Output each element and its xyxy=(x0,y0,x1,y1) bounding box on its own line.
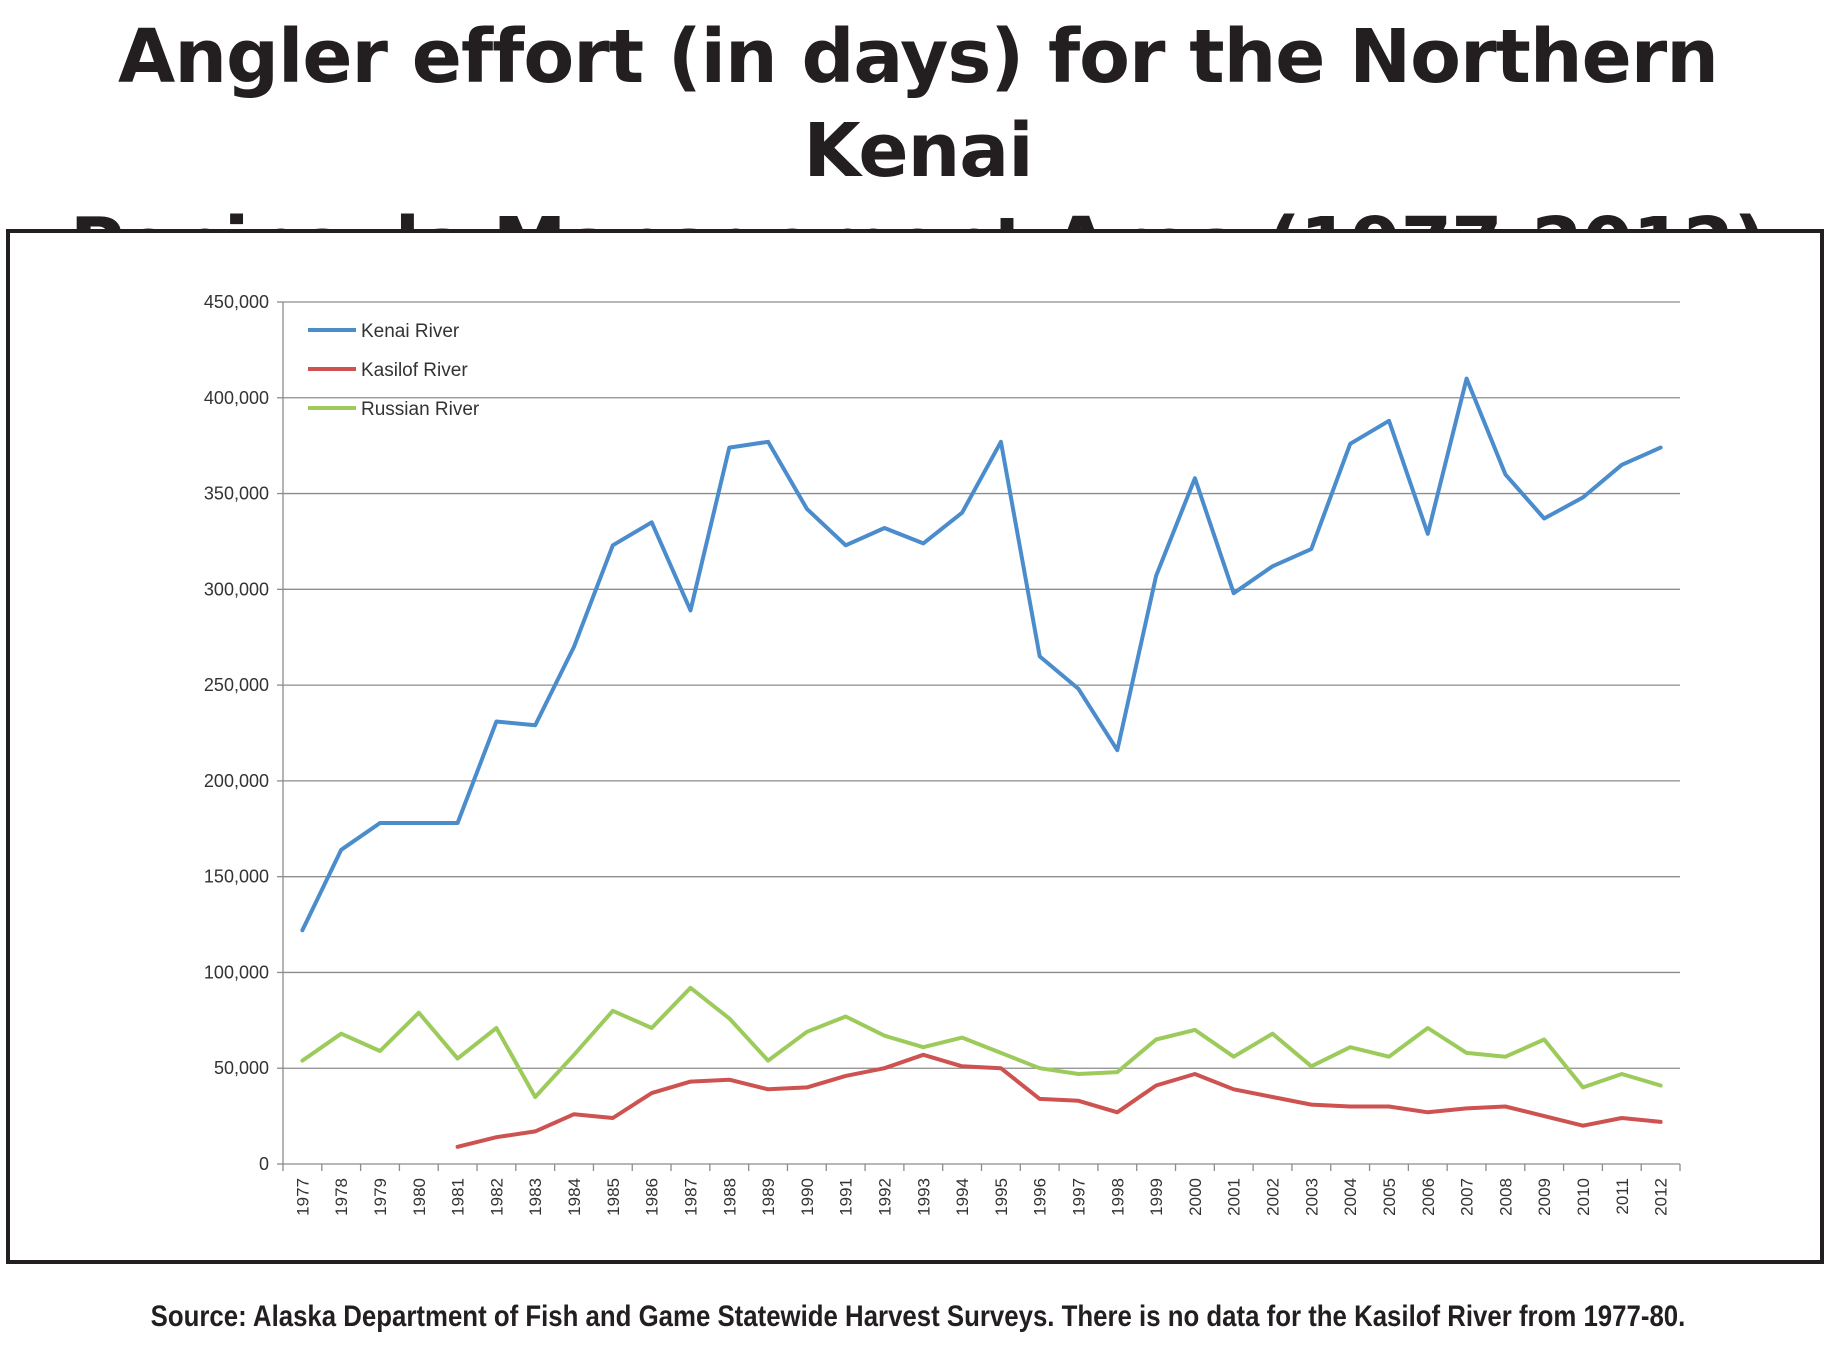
x-tick-label: 2005 xyxy=(1380,1178,1399,1216)
x-tick-label: 1991 xyxy=(837,1178,856,1216)
y-tick-label: 300,000 xyxy=(204,579,269,599)
x-tick-label: 1992 xyxy=(875,1178,894,1216)
x-tick-label: 1997 xyxy=(1070,1178,1089,1216)
series-line-kenai-river xyxy=(300,376,1663,933)
x-tick-label: 1979 xyxy=(371,1178,390,1216)
x-tick-label: 1987 xyxy=(681,1178,700,1216)
line-chart: 0 50,000 100,000 150,000 200,000 250,000 300,0… xyxy=(204,292,1681,1216)
x-tick-label: 2006 xyxy=(1419,1178,1438,1216)
x-tick-label: 1984 xyxy=(565,1178,584,1216)
x-tick-label: 1983 xyxy=(526,1178,545,1216)
x-tick-label: 1980 xyxy=(410,1178,429,1216)
x-tick-label: 2004 xyxy=(1341,1178,1360,1216)
x-tick-label: 1985 xyxy=(604,1178,623,1216)
x-tick-label: 1982 xyxy=(487,1178,506,1216)
chart-title-line-1: Angler effort (in days) for the Northern… xyxy=(118,14,1719,194)
source-note: Source: Alaska Department of Fish and Ga… xyxy=(150,1300,1686,1333)
y-tick-label: 400,000 xyxy=(204,388,269,408)
x-tick-label: 2009 xyxy=(1535,1178,1554,1216)
x-tick-label: 2003 xyxy=(1302,1178,1321,1216)
y-tick-label: 50,000 xyxy=(214,1058,269,1078)
series-line-kasilof-river xyxy=(455,1052,1663,1149)
x-tick-label: 1993 xyxy=(914,1178,933,1216)
x-tick-label: 2001 xyxy=(1225,1178,1244,1216)
x-tick-label: 1988 xyxy=(720,1178,739,1216)
y-tick-label: 350,000 xyxy=(204,484,269,504)
x-tick-label: 1981 xyxy=(449,1178,468,1216)
x-tick-label: 1978 xyxy=(332,1178,351,1216)
chart-frame: 0 50,000 100,000 150,000 200,000 250,000 300,0… xyxy=(6,229,1824,1264)
x-tick-label: 2011 xyxy=(1613,1178,1632,1215)
x-tick-label: 1977 xyxy=(293,1178,312,1216)
legend-label-russian-river: Russian River xyxy=(361,399,480,420)
x-tick-label: 2007 xyxy=(1458,1178,1477,1216)
x-tick-label: 1995 xyxy=(992,1178,1011,1216)
x-tick-label: 1994 xyxy=(953,1178,972,1216)
y-tick-label: 250,000 xyxy=(204,675,269,695)
x-tick-label: 1998 xyxy=(1108,1178,1127,1216)
y-tick-label: 0 xyxy=(259,1154,269,1174)
x-tick-label: 2002 xyxy=(1264,1178,1283,1216)
y-tick-label: 150,000 xyxy=(204,867,269,887)
x-tick-label: 2008 xyxy=(1496,1178,1515,1216)
y-tick-label: 450,000 xyxy=(204,292,269,312)
x-tick-label: 2010 xyxy=(1574,1178,1593,1216)
y-tick-label: 100,000 xyxy=(204,962,269,982)
x-tick-label: 2012 xyxy=(1652,1178,1671,1216)
x-tick-label: 1990 xyxy=(798,1178,817,1216)
legend-label-kasilof-river: Kasilof River xyxy=(361,360,468,381)
y-tick-label: 200,000 xyxy=(204,771,269,791)
x-tick-label: 1999 xyxy=(1147,1178,1166,1216)
x-tick-label: 2000 xyxy=(1186,1178,1205,1216)
x-tick-label: 1986 xyxy=(643,1178,662,1216)
series-line-russian-river xyxy=(300,985,1663,1099)
legend-label-kenai-river: Kenai River xyxy=(361,321,460,342)
x-tick-label: 1989 xyxy=(759,1178,778,1216)
x-tick-label: 1996 xyxy=(1031,1178,1050,1216)
